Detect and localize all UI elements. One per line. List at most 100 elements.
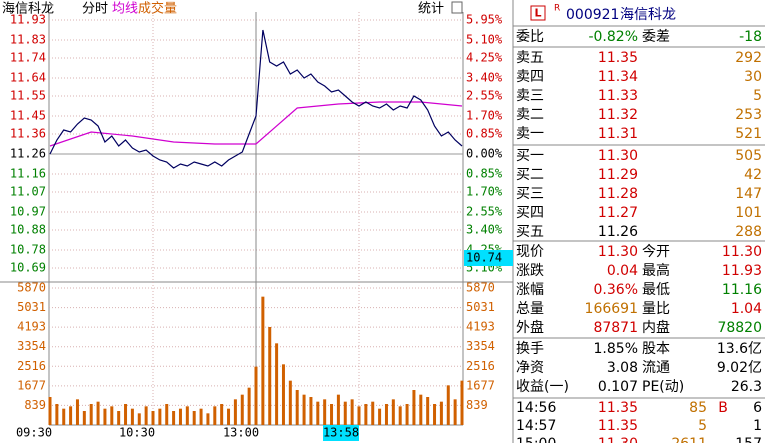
quote-field: 15:00 bbox=[516, 436, 556, 443]
price-tick-label: 11.07 bbox=[10, 185, 46, 199]
cursor-time: 13:58 bbox=[323, 426, 359, 440]
pct-tick-label: 3.40% bbox=[466, 71, 503, 85]
quote-field: 11.30 bbox=[598, 148, 638, 164]
pct-tick-label: 4.25% bbox=[466, 51, 503, 65]
quote-field: 253 bbox=[735, 107, 762, 123]
volume-bar bbox=[48, 397, 52, 425]
quote-field: 11.30 bbox=[722, 244, 762, 260]
volume-bar bbox=[281, 364, 285, 425]
volume-bar bbox=[137, 413, 141, 425]
volume-bar bbox=[378, 408, 382, 425]
vol-tick-label: 3354 bbox=[466, 339, 495, 353]
pct-tick-label: 2.55% bbox=[466, 89, 503, 103]
cursor-price: 10.74 bbox=[466, 251, 502, 265]
volume-bar bbox=[233, 399, 237, 425]
volume-bar bbox=[158, 408, 162, 425]
quote-field: 0.107 bbox=[598, 379, 638, 395]
volume-bar bbox=[199, 408, 203, 425]
quote-field: 买五 bbox=[516, 224, 544, 240]
quote-field: 总量 bbox=[516, 301, 544, 317]
vol-tick-label: 4193 bbox=[17, 320, 46, 334]
quote-field: B bbox=[718, 400, 728, 416]
volume-bar bbox=[446, 385, 450, 425]
pct-tick-label: 0.85% bbox=[466, 167, 503, 181]
quote-field: 卖二 bbox=[516, 107, 544, 123]
quote-field: 委比 bbox=[516, 29, 544, 45]
quote-field: 1 bbox=[753, 418, 762, 434]
volume-bar bbox=[62, 408, 66, 425]
quote-field: 流通 bbox=[642, 360, 670, 376]
price-tick-label: 11.45 bbox=[10, 109, 46, 123]
price-tick-label: 10.69 bbox=[10, 261, 46, 275]
quote-field: 11.29 bbox=[598, 167, 638, 183]
volume-bar bbox=[398, 406, 402, 425]
volume-bar bbox=[69, 406, 73, 425]
quote-field: 0.36% bbox=[594, 282, 638, 298]
vol-legend: 成交量 bbox=[138, 1, 177, 17]
quote-field: 166691 bbox=[585, 301, 638, 317]
quote-field: -18 bbox=[739, 29, 762, 45]
quote-field: 涨幅 bbox=[516, 282, 544, 298]
vol-tick-label: 4193 bbox=[466, 320, 495, 334]
volume-bar bbox=[144, 406, 148, 425]
volume-bar bbox=[343, 401, 347, 425]
quote-field: 78820 bbox=[717, 320, 762, 336]
avg-legend: 均线 bbox=[112, 2, 138, 17]
quote-field: 涨跌 bbox=[516, 263, 544, 279]
quote-field: 11.35 bbox=[598, 418, 638, 434]
cursor-price-box bbox=[464, 250, 513, 266]
quote-field: 157 bbox=[735, 436, 762, 443]
volume-bar bbox=[227, 408, 231, 425]
volume-bar bbox=[439, 401, 443, 425]
quote-field: 101 bbox=[735, 205, 762, 221]
volume-bar bbox=[309, 397, 313, 425]
vol-tick-label: 2516 bbox=[17, 359, 46, 373]
quote-field: 最低 bbox=[642, 282, 670, 298]
stock-name: 海信科龙 bbox=[2, 2, 54, 17]
volume-bar bbox=[350, 399, 354, 425]
pct-tick-label: 3.40% bbox=[466, 223, 503, 237]
quote-field: 今开 bbox=[642, 244, 670, 260]
quote-field: 换手 bbox=[516, 340, 544, 357]
vol-tick-label: 5031 bbox=[466, 300, 495, 314]
quote-field: 卖三 bbox=[516, 88, 544, 104]
price-line bbox=[49, 29, 463, 169]
quote-field: 11.16 bbox=[722, 282, 762, 298]
quote-field: 505 bbox=[735, 148, 762, 164]
vol-tick-label: 5870 bbox=[17, 281, 46, 295]
pct-tick-label: 5.10% bbox=[466, 33, 503, 47]
quote-field: 内盘 bbox=[642, 319, 670, 336]
price-tick-label: 11.83 bbox=[10, 33, 46, 47]
vol-tick-label: 839 bbox=[24, 398, 46, 412]
quote-field: 0.04 bbox=[607, 263, 638, 279]
quote-field: 5 bbox=[698, 418, 707, 434]
price-tick-label: 10.97 bbox=[10, 205, 46, 219]
quote-field: 净资 bbox=[516, 360, 544, 376]
quote-field: 11.34 bbox=[598, 69, 638, 85]
quote-field: 87871 bbox=[593, 320, 638, 336]
mode-tab[interactable]: 分时 bbox=[82, 2, 108, 17]
price-tick-label: 11.26 bbox=[10, 147, 46, 161]
panel-icon[interactable] bbox=[451, 1, 463, 14]
vol-tick-label: 2516 bbox=[466, 359, 495, 373]
stats-button[interactable]: 统计 bbox=[418, 2, 444, 17]
quote-field: 11.27 bbox=[598, 205, 638, 221]
volume-bar bbox=[103, 408, 107, 425]
quote-field: 26.3 bbox=[731, 379, 762, 395]
quote-field: 现价 bbox=[516, 244, 544, 260]
volume-bar bbox=[213, 406, 217, 425]
quote-field: 3.08 bbox=[607, 360, 638, 376]
vol-tick-label: 1677 bbox=[17, 378, 46, 392]
price-tick-label: 11.74 bbox=[10, 51, 46, 65]
volume-bar bbox=[323, 399, 327, 425]
volume-bar bbox=[433, 404, 437, 425]
quote-field: 卖四 bbox=[516, 69, 544, 85]
price-tick-label: 11.55 bbox=[10, 89, 46, 103]
volume-bar bbox=[89, 404, 93, 425]
quote-field: 卖一 bbox=[516, 126, 544, 142]
quote-field: 量比 bbox=[642, 301, 670, 317]
volume-bar bbox=[172, 411, 176, 425]
quote-field: 买一 bbox=[516, 148, 544, 164]
pct-tick-label: 1.70% bbox=[466, 185, 503, 199]
